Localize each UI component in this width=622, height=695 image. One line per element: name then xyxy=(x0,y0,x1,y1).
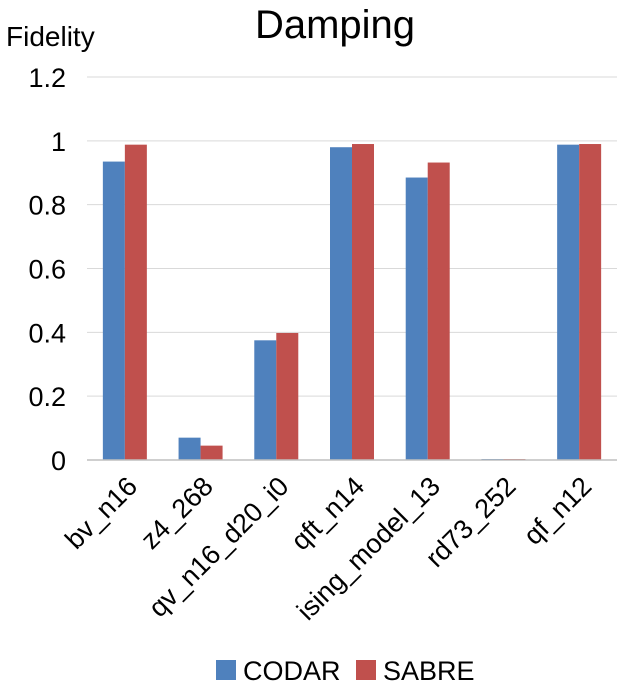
bar-sabre-qf_n12 xyxy=(579,144,602,460)
legend-label-sabre: SABRE xyxy=(383,656,475,686)
bar-codar-ising_model_13 xyxy=(405,177,428,460)
bar-sabre-z4_268 xyxy=(200,445,223,460)
x-axis-ticks: bv_n16z4_268qv_n16_d20_i0qft_n14ising_mo… xyxy=(59,471,597,626)
x-tick-label: qf_n12 xyxy=(518,471,598,551)
bar-codar-z4_268 xyxy=(178,437,201,460)
y-tick-label: 1.2 xyxy=(28,63,66,93)
legend-label-codar: CODAR xyxy=(243,656,341,686)
bar-sabre-ising_model_13 xyxy=(427,162,450,460)
y-tick-label: 0 xyxy=(51,446,66,476)
y-tick-label: 0.4 xyxy=(28,318,66,348)
legend: CODAR SABRE xyxy=(216,656,475,686)
x-tick-label: qv_n16_d20_i0 xyxy=(143,471,295,623)
bar-codar-qv_n16_d20_i0 xyxy=(254,340,277,460)
bar-codar-qf_n12 xyxy=(557,144,580,460)
chart-title: Damping xyxy=(255,3,415,47)
bar-sabre-qv_n16_d20_i0 xyxy=(276,332,299,460)
bar-codar-bv_n16 xyxy=(102,161,125,460)
legend-swatch-sabre xyxy=(356,660,376,680)
x-tick-label: bv_n16 xyxy=(59,471,143,555)
y-tick-label: 1 xyxy=(51,127,66,157)
y-tick-label: 0.8 xyxy=(28,191,66,221)
y-axis-label: Fidelity xyxy=(6,21,95,52)
bar-sabre-bv_n16 xyxy=(124,144,147,460)
y-tick-label: 0.2 xyxy=(28,382,66,412)
y-tick-label: 0.6 xyxy=(28,255,66,285)
bar-sabre-qft_n14 xyxy=(352,144,374,460)
bars xyxy=(102,144,602,460)
legend-swatch-codar xyxy=(216,660,236,680)
bar-codar-qft_n14 xyxy=(330,147,352,460)
y-axis-ticks: 0 0.2 0.4 0.6 0.8 1 1.2 xyxy=(28,63,66,476)
